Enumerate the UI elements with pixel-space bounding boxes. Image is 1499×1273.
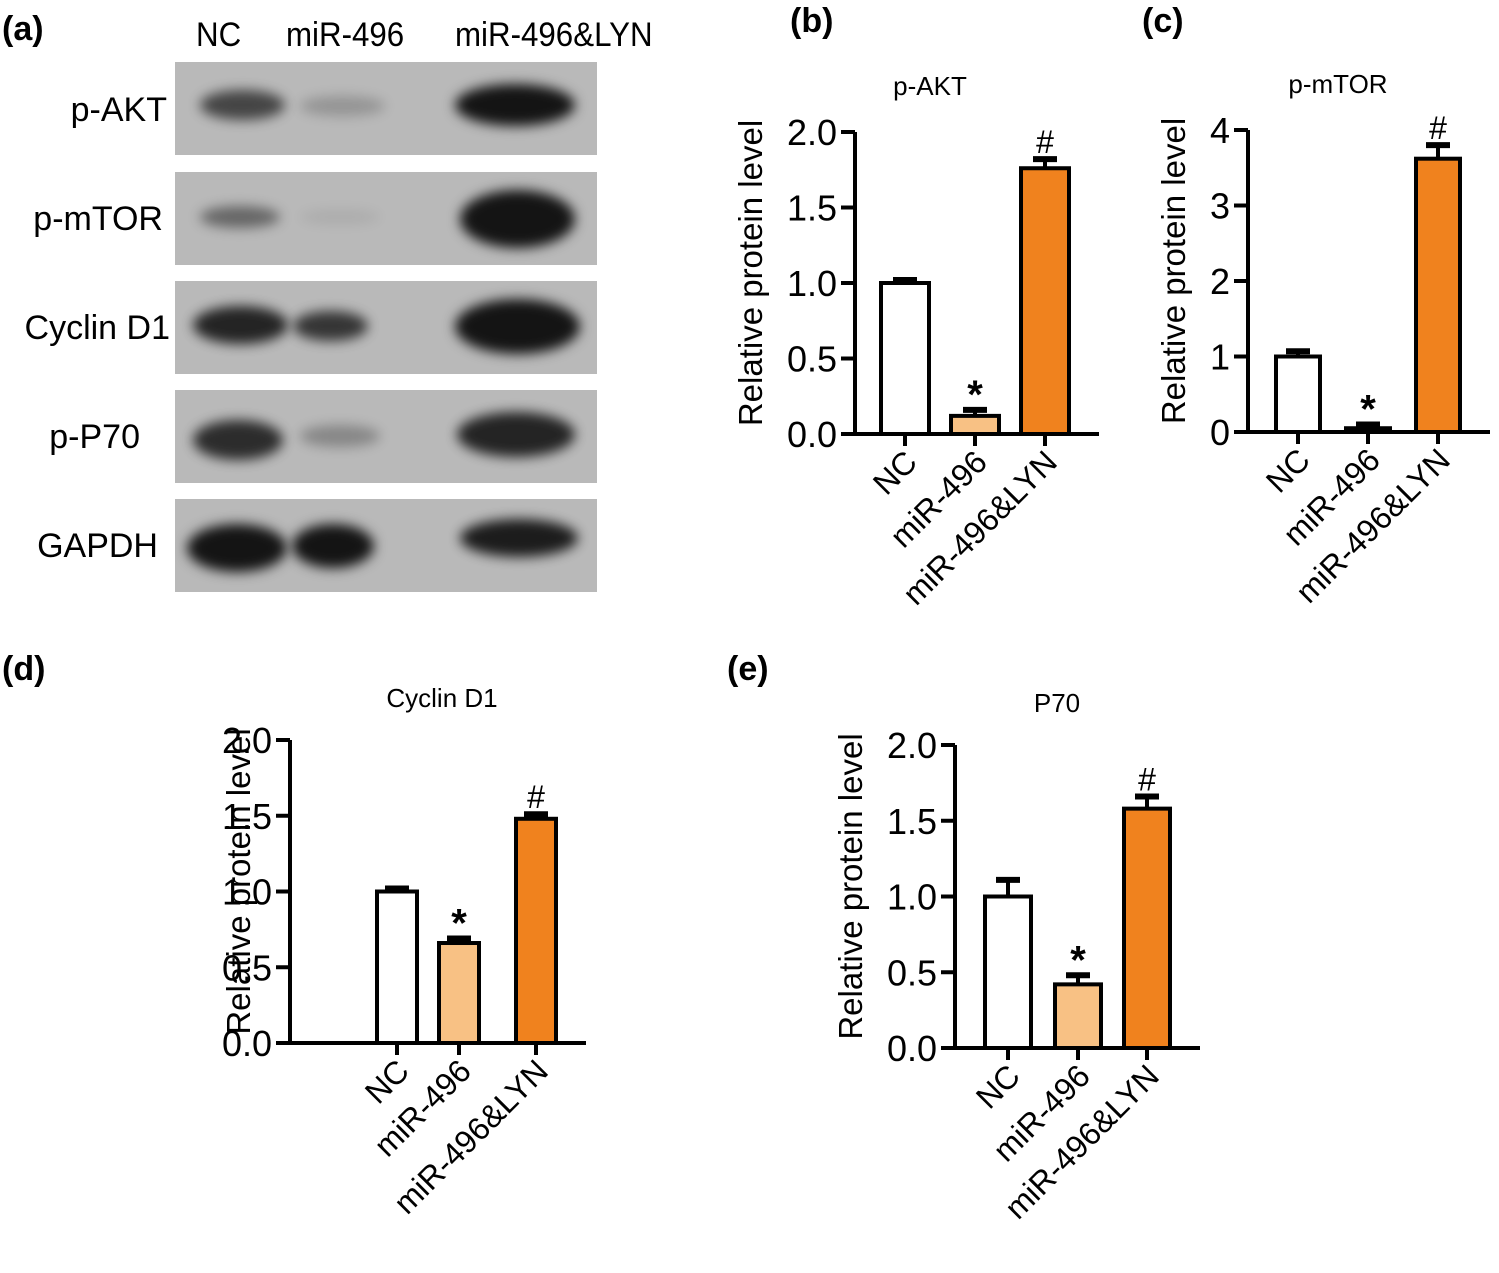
- bar-2: [1414, 156, 1462, 434]
- band: [300, 210, 380, 224]
- y-tick-label: 4: [1210, 110, 1230, 151]
- y-axis-label: Relative protein level: [220, 728, 257, 1034]
- significance-hash: #: [527, 779, 545, 815]
- band: [460, 519, 578, 557]
- chart-title: p-mTOR: [1288, 69, 1387, 99]
- chart-title: Cyclin D1: [386, 683, 497, 713]
- bar-2: [1019, 166, 1071, 437]
- y-tick-label: 1.5: [887, 801, 937, 842]
- blot-strip-cyclind1: [175, 281, 597, 374]
- band: [300, 96, 385, 116]
- y-tick-label: 0.5: [222, 947, 272, 988]
- band: [200, 90, 285, 120]
- panel-a-label: (a): [2, 10, 44, 48]
- y-tick-label: 0.5: [787, 339, 837, 380]
- band: [300, 425, 380, 447]
- x-tick-label: NC: [1259, 441, 1317, 499]
- protein-label-gapdh: GAPDH: [37, 527, 158, 565]
- lane-label-mir496: miR-496: [286, 16, 405, 54]
- band: [455, 299, 580, 354]
- y-axis-label: Relative protein level: [832, 733, 869, 1039]
- lane-label-mir496-lyn: miR-496&LYN: [455, 16, 653, 54]
- bar-2: [514, 816, 558, 1046]
- chart-p70: P70 Relative protein level 0.0 0.5 1.0 1.5 2.0…: [832, 688, 1200, 1226]
- y-tick-label: 0.0: [887, 1028, 937, 1069]
- protein-label-pp70: p-P70: [49, 418, 140, 456]
- y-axis-label: Relative protein level: [1155, 118, 1192, 424]
- y-tick-label: 2.0: [887, 725, 937, 766]
- band: [187, 524, 287, 572]
- bar-0: [1274, 354, 1322, 434]
- significance-star: *: [451, 901, 467, 945]
- y-tick-label: 3: [1210, 186, 1230, 227]
- bar-2: [1122, 806, 1172, 1050]
- y-tick-label: 1.0: [787, 263, 837, 304]
- y-tick-label: 2: [1210, 261, 1230, 302]
- y-tick-label: 0.5: [887, 952, 937, 993]
- blot-strip-pmtor: [175, 172, 597, 265]
- y-tick-label: 0.0: [222, 1023, 272, 1064]
- band: [193, 420, 283, 460]
- band: [457, 412, 575, 457]
- y-tick-label: 0.0: [787, 414, 837, 455]
- protein-label-pakt: p-AKT: [70, 91, 167, 129]
- y-tick-label: 2.0: [222, 720, 272, 761]
- lane-label-nc: NC: [196, 16, 242, 54]
- band: [193, 306, 288, 344]
- bar-1: [1053, 982, 1103, 1050]
- significance-hash: #: [1138, 762, 1156, 798]
- band: [460, 190, 575, 248]
- band: [292, 524, 374, 568]
- chart-title: p-AKT: [893, 71, 967, 101]
- panel-e-label: (e): [727, 650, 769, 688]
- y-tick-label: 2.0: [787, 112, 837, 153]
- x-tick-label: NC: [969, 1057, 1027, 1115]
- bar-1: [437, 941, 481, 1046]
- y-axis-label: Relative protein level: [732, 120, 769, 426]
- blot-strip-pakt: [175, 62, 597, 155]
- significance-star: *: [967, 373, 983, 417]
- significance-star: *: [1360, 387, 1376, 431]
- y-tick-label: 1.5: [787, 188, 837, 229]
- x-tick-label: NC: [866, 443, 924, 501]
- band: [200, 206, 280, 228]
- significance-hash: #: [1036, 124, 1054, 160]
- y-tick-label: 1.0: [887, 877, 937, 918]
- blot-strip-gapdh: [175, 499, 597, 592]
- blot-strip-pp70: [175, 390, 597, 483]
- chart-p-akt: p-AKT Relative protein level 0.0 0.5 1.0 1.5 2…: [732, 71, 1099, 612]
- bar-0: [879, 281, 931, 436]
- band: [293, 311, 368, 341]
- panel-c-label: (c): [1142, 2, 1184, 40]
- bar-0: [375, 889, 419, 1045]
- significance-hash: #: [1429, 110, 1447, 146]
- panel-b-label: (b): [790, 2, 834, 40]
- y-tick-label: 1.5: [222, 796, 272, 837]
- y-tick-label: 1: [1210, 337, 1230, 378]
- chart-title: P70: [1034, 688, 1080, 718]
- protein-label-pmtor: p-mTOR: [33, 200, 163, 238]
- protein-label-cyclind1: Cyclin D1: [24, 309, 170, 347]
- significance-star: *: [1070, 938, 1086, 982]
- bar-1: [949, 413, 1001, 437]
- bar-0: [983, 894, 1033, 1050]
- panel-d-label: (d): [2, 650, 46, 688]
- band: [455, 84, 575, 126]
- y-tick-label: 0: [1210, 412, 1230, 453]
- y-tick-label: 1.0: [222, 872, 272, 913]
